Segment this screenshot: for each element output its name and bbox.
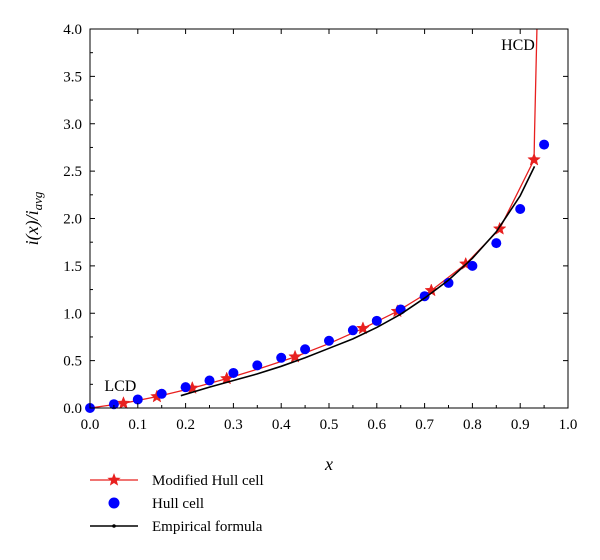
legend-swatch-dot (112, 524, 116, 528)
x-tick-label: 0.3 (224, 417, 243, 433)
y-tick-label: 2.0 (63, 212, 82, 228)
y-axis-label-sub: avg (30, 191, 45, 210)
x-tick-label: 1.0 (559, 417, 578, 433)
y-tick-label: 1.5 (63, 259, 82, 275)
data-point-star (492, 221, 507, 235)
legend-item-hull-cell: Hull cell (108, 496, 204, 512)
legend-item-modified-hull-cell: Modified Hull cell (90, 473, 264, 489)
data-point-dot (252, 360, 263, 371)
legend: Modified Hull cell Hull cell Empirical for… (90, 473, 264, 535)
data-point-dot (132, 394, 143, 405)
plot-area (90, 29, 568, 408)
x-tick-label: 0.2 (176, 417, 195, 433)
data-point-star (356, 321, 370, 335)
data-point-dot (347, 325, 358, 336)
legend-item-empirical-formula: Empirical formula (90, 519, 263, 535)
legend-swatch-dot (108, 497, 120, 509)
annotations: LCD HCD (104, 37, 535, 395)
data-point-dot (371, 315, 382, 326)
y-tick-label: 0.0 (63, 401, 82, 417)
y-axis-label-main: i(x)/i (22, 210, 43, 245)
data-point-dot (228, 367, 239, 378)
data-point-dot (467, 260, 478, 271)
y-tick-label: 4.0 (63, 22, 82, 38)
data-point-dot (180, 382, 191, 393)
y-tick-label: 3.5 (63, 69, 82, 85)
data-point-dot (491, 238, 502, 249)
legend-swatch-star (107, 473, 121, 486)
x-tick-label: 0.9 (511, 417, 530, 433)
data-point-dot (539, 139, 550, 150)
x-tick-label: 0.7 (415, 417, 434, 433)
y-tick-label: 2.5 (63, 164, 82, 180)
series-line-modified-hull-cell (89, 28, 538, 409)
data-point-dot (395, 304, 406, 315)
x-tick-label: 0.8 (463, 417, 482, 433)
data-point-dot (300, 344, 311, 355)
y-axis-label: i(x)/iavg (22, 191, 45, 245)
legend-label: Hull cell (152, 496, 204, 512)
x-tick-label: 0.5 (320, 417, 339, 433)
x-tick-label: 0.6 (367, 417, 386, 433)
legend-label: Empirical formula (152, 519, 263, 535)
legend-label: Modified Hull cell (152, 473, 264, 489)
data-point-star (288, 349, 302, 363)
data-point-dot (276, 352, 287, 363)
x-tick-label: 0.0 (81, 417, 100, 433)
series-layer (85, 28, 550, 413)
data-point-star (116, 396, 131, 410)
y-tick-label: 0.5 (63, 354, 82, 370)
data-point-dot (419, 291, 430, 302)
x-tick-label: 0.1 (128, 417, 147, 433)
series-empirical-formula (180, 166, 536, 397)
x-axis-label: x (324, 454, 333, 474)
data-point-dot (108, 399, 119, 410)
tick-marks: 0.0 0.1 0.2 0.3 0.4 0.5 0.6 0.7 0.8 0.9 1.0 0.0 0.5 1… (63, 22, 577, 433)
plot-background (90, 29, 568, 408)
annotation-hcd: HCD (501, 37, 535, 54)
data-point-dot (156, 388, 167, 399)
y-tick-label: 3.0 (63, 117, 82, 133)
data-point-dot (443, 277, 454, 288)
data-point-dot (324, 335, 334, 346)
x-tick-label: 0.4 (272, 417, 291, 433)
data-point-star (527, 152, 541, 166)
data-point-dot (515, 204, 526, 215)
y-tick-label: 1.0 (63, 306, 82, 322)
annotation-lcd: LCD (104, 378, 136, 395)
series-line-empirical-formula (180, 166, 536, 397)
data-point-dot (204, 375, 215, 386)
